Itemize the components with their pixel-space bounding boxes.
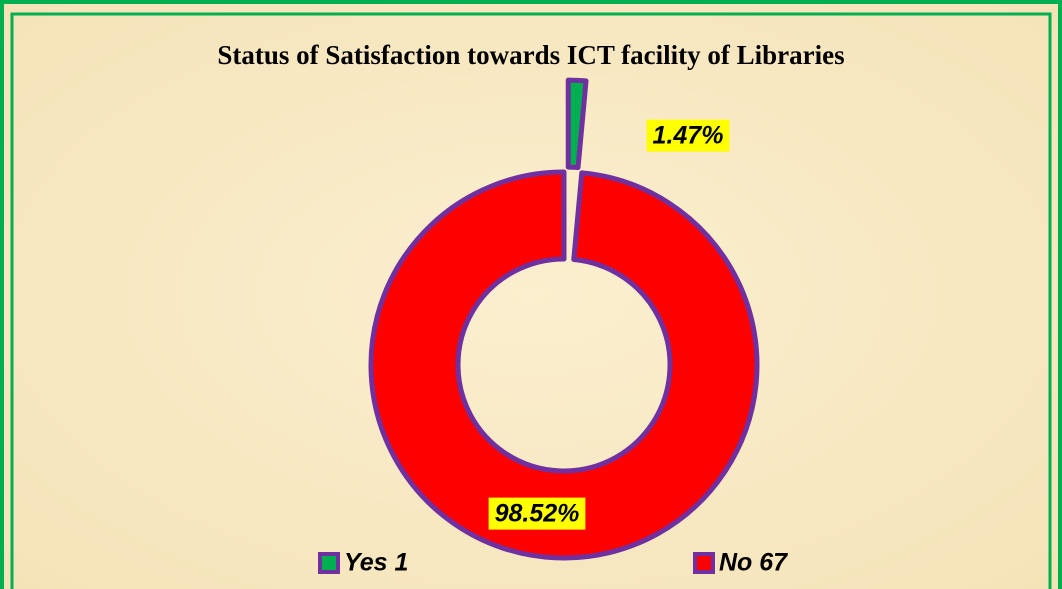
legend-swatch: [318, 552, 340, 574]
data-label: 1.47%: [653, 122, 724, 150]
donut-slice: [368, 169, 760, 561]
legend-label: No 67: [719, 549, 788, 577]
chart-title: Status of Satisfaction towards ICT facil…: [217, 40, 844, 70]
frame-inner: [10, 12, 1052, 589]
donut-slice: [565, 77, 589, 171]
legend-swatch: [693, 552, 715, 574]
data-label: 98.52%: [495, 500, 580, 528]
data-label-bg: [488, 497, 586, 530]
legend-label: Yes 1: [344, 549, 408, 577]
data-label-bg: [646, 119, 730, 152]
